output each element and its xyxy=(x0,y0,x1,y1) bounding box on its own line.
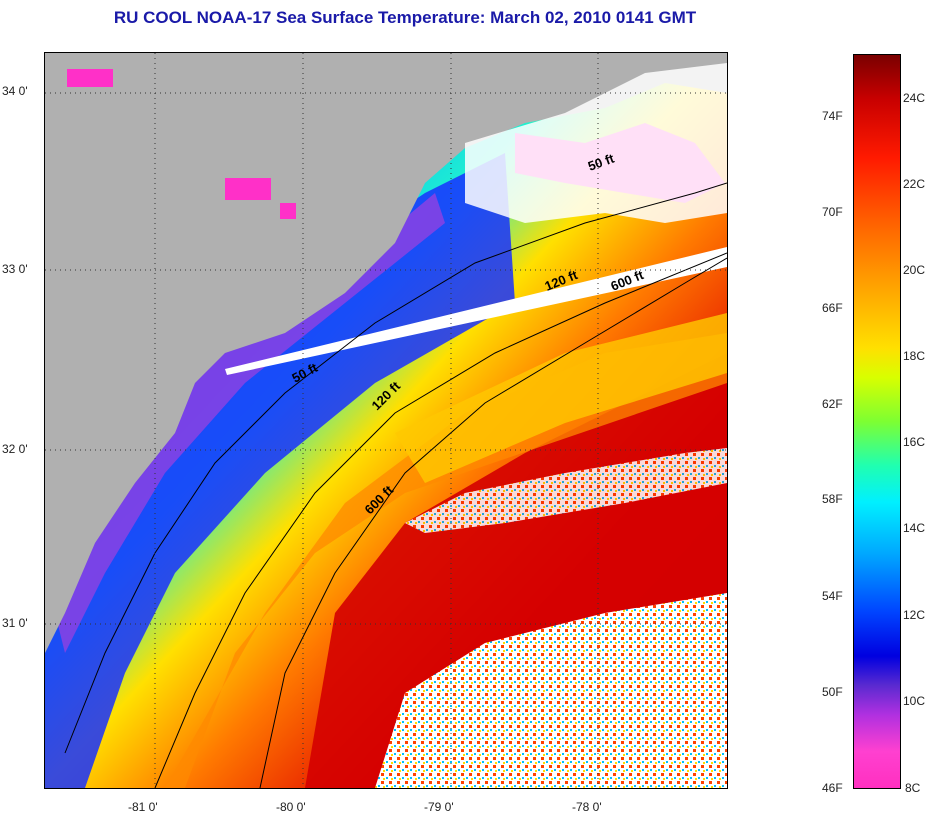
cold-coastal-water xyxy=(45,153,515,788)
cloud-patch-north xyxy=(465,63,727,223)
isobath-lines xyxy=(64,182,727,788)
lon-label-79: -79 0' xyxy=(424,800,454,814)
colorbar-f-46: 46F xyxy=(822,781,843,795)
colorbar-c-8: 8C xyxy=(905,781,921,795)
lon-label-78: -78 0' xyxy=(572,800,602,814)
colorbar-f-54: 54F xyxy=(822,589,843,603)
temperature-colorbar xyxy=(853,54,901,789)
colorbar-f-74: 74F xyxy=(822,109,843,123)
cloud-streak xyxy=(405,448,727,533)
map-title: RU COOL NOAA-17 Sea Surface Temperature:… xyxy=(113,8,697,27)
colorbar-f-66: 66F xyxy=(822,301,843,315)
lat-label-31: 31 0' xyxy=(2,616,28,630)
cloud-covered-area xyxy=(375,593,727,788)
lon-label-80: -80 0' xyxy=(276,800,306,814)
satellite-swath-gap xyxy=(225,247,727,375)
graticule xyxy=(45,53,727,788)
purple-coastal-water xyxy=(45,193,445,653)
yellow-shelf-water xyxy=(395,313,727,483)
lon-label-81: -81 0' xyxy=(128,800,158,814)
lat-label-34: 34 0' xyxy=(2,84,28,98)
colorbar-f-58: 58F xyxy=(822,492,843,506)
colorbar-f-62: 62F xyxy=(822,397,843,411)
colorbar-c-24: 24C xyxy=(903,91,926,105)
lat-label-33: 33 0' xyxy=(2,262,28,276)
colorbar-c-20: 20C xyxy=(903,263,926,277)
colorbar-c-12: 12C xyxy=(903,608,926,622)
land-area xyxy=(45,53,727,653)
colorbar-c-14: 14C xyxy=(903,521,926,535)
colorbar-f-70: 70F xyxy=(822,205,843,219)
colorbar-c-10: 10C xyxy=(903,694,926,708)
colorbar-c-18: 18C xyxy=(903,349,926,363)
colorbar-c-22: 22C xyxy=(903,177,926,191)
colorbar-c-16: 16C xyxy=(903,435,926,449)
sst-map[interactable]: 50 ft 120 ft 600 ft 50 ft 120 ft 600 ft xyxy=(44,52,728,789)
colorbar-f-50: 50F xyxy=(822,685,843,699)
lat-label-32: 32 0' xyxy=(2,442,28,456)
